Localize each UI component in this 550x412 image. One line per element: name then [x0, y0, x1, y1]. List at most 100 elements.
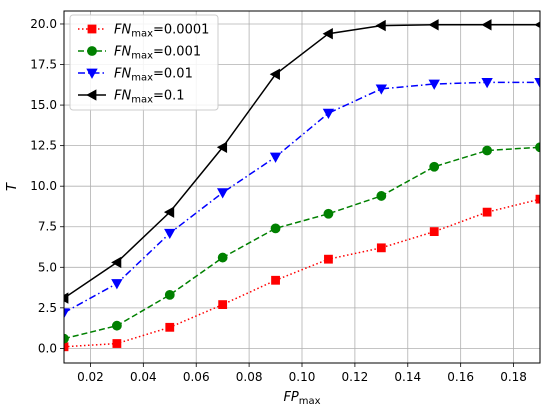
data-point — [375, 19, 386, 32]
data-point — [428, 19, 439, 31]
data-point — [269, 152, 282, 163]
data-point — [429, 227, 439, 237]
x-tick-label: 0.12 — [342, 370, 369, 384]
y-tick-label: 0.0 — [38, 341, 57, 355]
x-tick-label: 0.02 — [77, 370, 104, 384]
legend-label-value: =0.1 — [153, 89, 185, 104]
y-axis: 0.0 2.5 5.0 7.5 10.0 12.5 15.0 17.5 20.0 — [30, 17, 64, 355]
legend-marker — [87, 24, 97, 34]
data-point — [429, 161, 440, 172]
data-point — [482, 145, 493, 156]
legend-label: FNmax=0.001 — [114, 45, 201, 62]
y-tick-label: 20.0 — [30, 17, 57, 31]
legend-label-main: FN — [114, 23, 131, 38]
legend-label-sub: max — [131, 95, 153, 106]
x-tick-label: 0.04 — [130, 370, 157, 384]
grid — [64, 11, 540, 363]
x-axis: 0.02 0.04 0.06 0.08 0.10 0.12 0.14 0.16 0.18 — [77, 363, 527, 384]
legend: FNmax=0.0001FNmax=0.001FNmax=0.01FNmax=0… — [69, 14, 219, 111]
data-point — [375, 84, 388, 95]
data-point — [271, 275, 280, 285]
legend-label-sub: max — [131, 51, 153, 62]
data-point — [323, 208, 334, 219]
y-tick-label: 12.5 — [30, 139, 57, 153]
series-line — [64, 24, 540, 299]
series-3 — [64, 77, 540, 319]
legend-item: FNmax=0.001 — [78, 45, 201, 62]
x-tick-label: 0.08 — [236, 370, 263, 384]
data-point — [164, 228, 176, 240]
y-axis-title: T — [5, 182, 20, 191]
legend-label: FNmax=0.1 — [114, 89, 185, 106]
legend-marker — [86, 68, 98, 79]
legend-label-value: =0.001 — [153, 45, 201, 60]
y-tick-label: 7.5 — [38, 220, 57, 234]
data-point — [64, 342, 69, 352]
y-tick-label: 5.0 — [38, 260, 57, 274]
series-line — [64, 146, 540, 340]
legend-label: FNmax=0.01 — [114, 67, 193, 84]
x-tick-label: 0.06 — [183, 370, 210, 384]
x-axis-title: FPmax — [283, 390, 320, 407]
data-point — [64, 333, 69, 344]
legend-item: FNmax=0.1 — [78, 89, 185, 106]
data-point — [535, 142, 540, 153]
data-point — [165, 322, 175, 332]
data-point — [164, 289, 175, 300]
y-tick-label: 17.5 — [30, 58, 57, 72]
legend-label-value: =0.0001 — [153, 23, 209, 38]
series-2 — [64, 142, 540, 344]
data-point — [111, 256, 122, 269]
x-tick-label: 0.10 — [289, 370, 316, 384]
legend-label-main: FN — [114, 45, 131, 60]
legend-marker — [86, 89, 97, 101]
series-line — [64, 198, 540, 348]
data-point — [218, 300, 228, 310]
data-point — [111, 320, 122, 331]
legend-label-value: =0.01 — [153, 67, 193, 82]
legend-box — [69, 14, 219, 111]
x-axis-title-sub: max — [299, 396, 321, 407]
series-layer — [64, 19, 540, 352]
legend-label-sub: max — [131, 73, 153, 84]
y-tick-label: 2.5 — [38, 301, 57, 315]
y-tick-label: 10.0 — [30, 179, 57, 193]
series-1 — [64, 194, 540, 352]
data-point — [534, 77, 540, 89]
series-line — [64, 81, 540, 314]
data-point — [216, 188, 229, 199]
legend-label-sub: max — [131, 29, 153, 40]
legend-marker — [87, 46, 97, 56]
data-point — [376, 191, 387, 201]
data-point — [111, 279, 123, 290]
legend-label: FNmax=0.0001 — [114, 23, 209, 40]
data-point — [64, 308, 70, 319]
x-tick-label: 0.14 — [394, 370, 421, 384]
data-point — [481, 19, 492, 31]
data-point — [322, 28, 333, 40]
x-axis-title-main: FP — [283, 390, 298, 405]
data-point — [216, 141, 228, 153]
legend-label-main: FN — [114, 67, 131, 82]
y-tick-label: 15.0 — [30, 98, 57, 112]
data-point — [535, 194, 540, 204]
data-point — [270, 223, 281, 234]
legend-item: FNmax=0.01 — [78, 67, 193, 84]
legend-label-main: FN — [114, 89, 131, 104]
data-point — [64, 292, 69, 304]
data-point — [376, 243, 386, 253]
data-point — [322, 108, 335, 120]
data-point — [163, 206, 175, 218]
x-tick-label: 0.18 — [500, 370, 527, 384]
data-point — [112, 339, 122, 348]
x-tick-label: 0.16 — [447, 370, 474, 384]
data-point — [481, 77, 493, 89]
data-point — [482, 207, 492, 217]
data-point — [269, 68, 280, 80]
data-point — [428, 79, 440, 90]
legend-item: FNmax=0.0001 — [78, 23, 209, 40]
data-point — [217, 252, 228, 263]
series-4 — [64, 19, 540, 304]
data-point — [324, 254, 333, 264]
